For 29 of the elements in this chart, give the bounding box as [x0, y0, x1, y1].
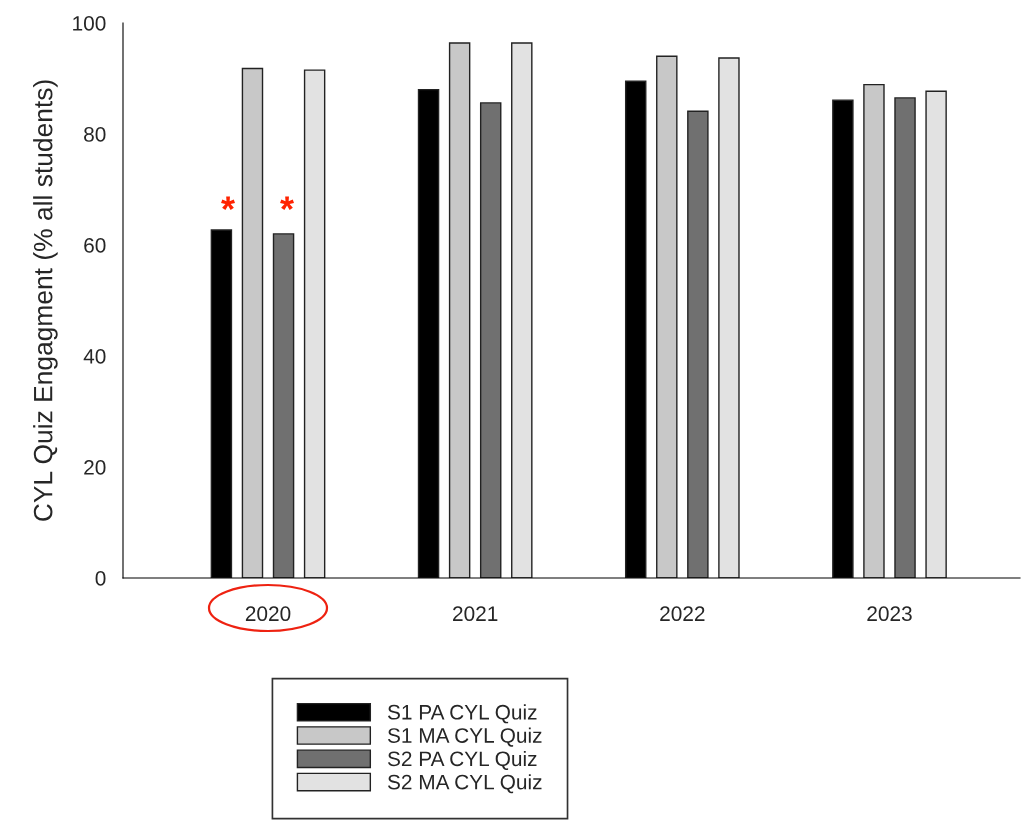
- x-tick-label: 2021: [453, 606, 498, 622]
- bar: [656, 55, 678, 578]
- legend-label: S1 PA CYL Quiz: [387, 704, 537, 724]
- y-tick-label: 60: [84, 238, 106, 253]
- bar: [241, 67, 264, 578]
- x-tick-label: 2020: [245, 606, 291, 622]
- y-tick-label: 80: [84, 127, 106, 142]
- bar: [687, 110, 709, 578]
- legend-label: S2 PA CYL Quiz: [387, 750, 537, 770]
- annotation: *: [280, 196, 294, 210]
- x-tick-label: 2023: [867, 606, 912, 622]
- bar: [894, 97, 916, 578]
- y-tick-label: 100: [73, 16, 106, 31]
- bar: [448, 42, 471, 578]
- bar: [511, 42, 533, 578]
- bar: [479, 102, 502, 578]
- annotation: *: [221, 196, 235, 210]
- y-tick-label: 0: [95, 571, 106, 586]
- legend-label: S2 MA CYL Quiz: [387, 774, 542, 794]
- bar: [925, 90, 947, 578]
- bar: [863, 83, 885, 578]
- y-tick-label: 20: [84, 460, 106, 475]
- bar: [272, 233, 295, 578]
- bar: [718, 57, 740, 578]
- y-tick-label: 40: [83, 349, 106, 364]
- bar: [303, 69, 326, 578]
- x-tick-label: 2022: [660, 606, 705, 622]
- legend-label: S1 MA CYL Quiz: [387, 727, 542, 747]
- y-axis-title: CYL Quiz Engagment (% all students): [33, 80, 58, 521]
